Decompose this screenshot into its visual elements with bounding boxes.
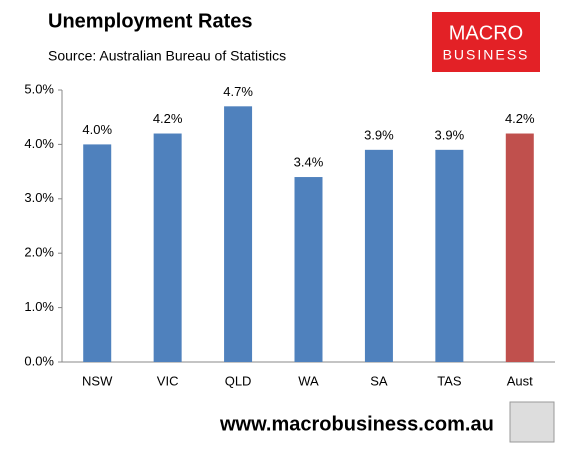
bar	[435, 149, 464, 362]
x-tick-label: VIC	[157, 373, 179, 388]
value-label: 4.2%	[153, 111, 183, 126]
x-tick-label: TAS	[437, 373, 462, 388]
bar	[505, 133, 534, 362]
x-tick-label: Aust	[507, 373, 533, 388]
y-tick-label: 4.0%	[24, 136, 54, 151]
y-tick-label: 0.0%	[24, 353, 54, 368]
wolf-icon	[509, 401, 555, 443]
bar	[364, 149, 393, 362]
y-tick-label: 1.0%	[24, 299, 54, 314]
value-label: 4.2%	[505, 111, 535, 126]
x-tick-label: WA	[298, 373, 319, 388]
chart-title: Unemployment Rates	[48, 10, 253, 32]
x-tick-label: NSW	[82, 373, 113, 388]
bar	[153, 133, 182, 362]
chart-subtitle: Source: Australian Bureau of Statistics	[48, 48, 286, 64]
y-tick-label: 5.0%	[24, 81, 54, 96]
logo-line: MACRO	[449, 22, 523, 44]
x-tick-label: SA	[370, 373, 388, 388]
footer-url: www.macrobusiness.com.au	[219, 413, 494, 435]
y-tick-label: 3.0%	[24, 190, 54, 205]
y-tick-label: 2.0%	[24, 245, 54, 260]
logo-line: BUSINESS	[443, 47, 530, 63]
x-tick-label: QLD	[225, 373, 252, 388]
bar	[83, 144, 112, 362]
bar	[224, 106, 253, 362]
bar	[294, 177, 323, 362]
value-label: 4.0%	[82, 122, 112, 137]
value-label: 4.7%	[223, 84, 253, 99]
logo-box	[432, 12, 540, 72]
value-label: 3.9%	[435, 127, 465, 142]
value-label: 3.4%	[294, 154, 324, 169]
value-label: 3.9%	[364, 127, 394, 142]
